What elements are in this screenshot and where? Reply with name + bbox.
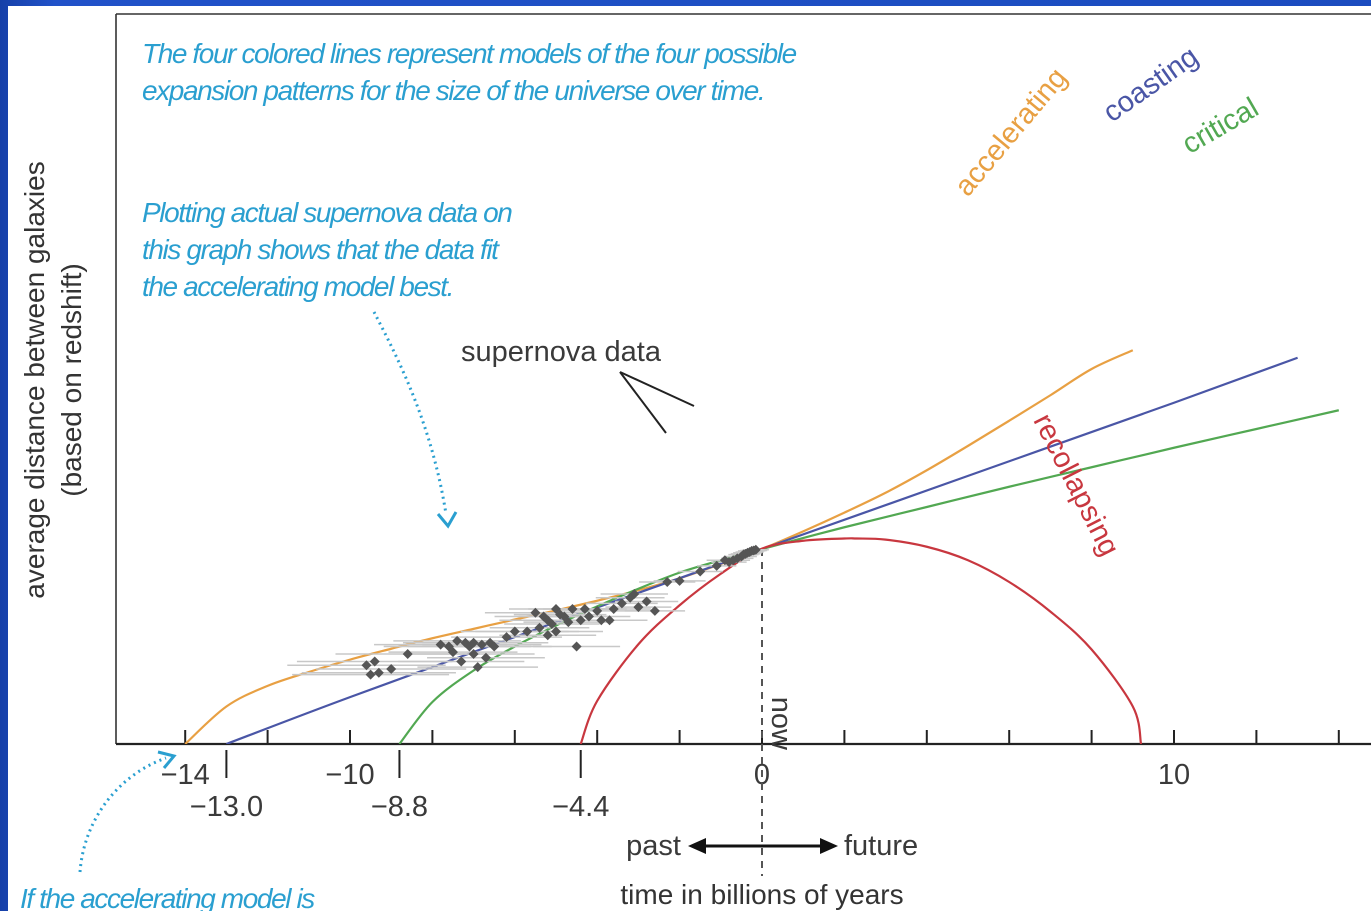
note-mid-line-1: Plotting actual supernova data on <box>142 197 512 228</box>
supernova-point <box>534 622 545 633</box>
supernova-point <box>596 615 607 626</box>
supernova-point <box>452 635 463 646</box>
supernova-point <box>616 598 627 609</box>
supernova-point <box>649 605 660 616</box>
note-pointer-bottom-arrowhead <box>157 750 177 769</box>
supernova-point <box>468 649 479 659</box>
supernova-point <box>551 604 561 614</box>
supernova-point <box>633 602 644 613</box>
supernova-point <box>641 596 652 607</box>
x-axis-label: time in billions of years <box>620 879 903 910</box>
supernova-point <box>386 664 397 674</box>
x-tick-label: −10 <box>325 759 374 791</box>
note-top-line-2: expansion patterns for the size of the u… <box>142 75 764 106</box>
series-critical <box>398 409 1340 744</box>
supernova-point <box>625 592 636 603</box>
supernova-data-label: supernova data <box>461 336 662 368</box>
supernova-point <box>509 626 520 637</box>
supernova-point <box>361 660 372 671</box>
label-accelerating: accelerating <box>949 62 1074 202</box>
past-arrowhead <box>688 838 706 854</box>
supernova-point <box>750 544 761 555</box>
supernova-point <box>522 626 533 637</box>
supernova-point <box>711 560 722 571</box>
note-pointer-bottom <box>78 756 167 873</box>
supernova-point <box>579 604 590 614</box>
supernova-point <box>448 647 458 658</box>
supernova-point <box>719 555 730 566</box>
supernova-point <box>674 575 685 586</box>
series-accelerating <box>184 349 1134 744</box>
supernova-point <box>501 632 512 643</box>
past-label: past <box>626 830 681 862</box>
note-bottom-line-1: If the accelerating model is <box>20 883 315 911</box>
supernova-point <box>472 662 483 673</box>
x-tick-label: 10 <box>1158 759 1190 791</box>
supernova-pointer <box>619 371 695 407</box>
note-pointer <box>372 311 448 515</box>
supernova-point <box>604 615 615 626</box>
future-label: future <box>844 830 918 862</box>
label-critical: critical <box>1177 92 1264 161</box>
supernova-point <box>546 619 557 629</box>
y-axis-label: average distance between galaxies <box>19 161 50 598</box>
origin-label: −8.8 <box>371 791 428 823</box>
supernova-pointer <box>619 371 667 434</box>
supernova-point <box>369 656 380 667</box>
supernova-point <box>571 641 582 652</box>
supernova-point <box>402 649 413 659</box>
supernova-point <box>567 604 578 614</box>
note-mid-line-2: this graph shows that the data fit <box>142 234 500 265</box>
note-top-line-1: The four colored lines represent models … <box>142 38 797 69</box>
supernova-point <box>530 607 541 618</box>
supernova-point <box>551 626 561 637</box>
supernova-point <box>575 615 586 626</box>
supernova-point <box>435 639 446 650</box>
supernova-point <box>538 611 549 622</box>
note-pointer-arrowhead <box>436 511 458 529</box>
future-arrowhead <box>820 838 838 854</box>
supernova-point <box>464 641 475 652</box>
origin-label: −4.4 <box>552 791 609 823</box>
supernova-point <box>592 605 603 616</box>
series-recollapsing <box>579 537 1143 744</box>
now-label: now <box>765 697 797 751</box>
supernova-point <box>489 641 500 652</box>
note-mid-line-3: the accelerating model best. <box>142 271 453 302</box>
supernova-point <box>662 577 673 587</box>
y-axis-label-sub: (based on redshift) <box>56 263 87 496</box>
origin-label: −13.0 <box>190 791 263 823</box>
supernova-point <box>456 656 467 667</box>
supernova-point <box>583 611 594 622</box>
supernova-point <box>695 566 706 577</box>
supernova-point <box>476 639 487 650</box>
supernova-point <box>373 667 384 678</box>
chart-panel: −14 −10 0 10 −13.0 −8.8 −4.4 now accelerating co… <box>8 6 1371 911</box>
supernova-point <box>608 604 619 614</box>
supernova-point <box>563 617 574 628</box>
label-recollapsing: recollapsing <box>1027 409 1126 561</box>
supernova-point <box>542 630 553 641</box>
supernova-point <box>365 669 376 680</box>
label-coasting: coasting <box>1097 41 1204 129</box>
supernova-point <box>480 652 491 663</box>
